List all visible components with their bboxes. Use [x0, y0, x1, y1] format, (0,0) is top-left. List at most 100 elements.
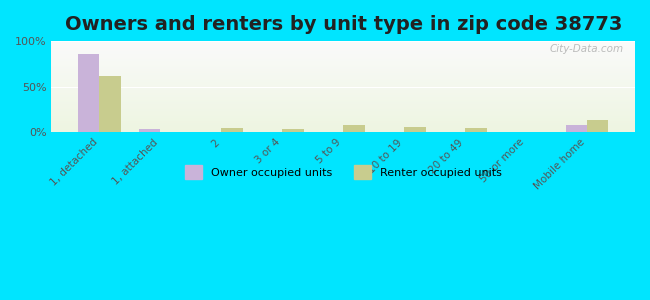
- Bar: [51, 128, 635, 129]
- Bar: [51, 47, 635, 48]
- Bar: [51, 67, 635, 68]
- Bar: [51, 88, 635, 89]
- Bar: [51, 83, 635, 84]
- Bar: [51, 101, 635, 102]
- Bar: [51, 87, 635, 88]
- Bar: [51, 116, 635, 117]
- Bar: [51, 85, 635, 86]
- Bar: [221, 128, 242, 132]
- Bar: [51, 68, 635, 69]
- Bar: [51, 57, 635, 58]
- Bar: [139, 129, 161, 132]
- Bar: [51, 48, 635, 49]
- Bar: [51, 70, 635, 71]
- Bar: [587, 120, 608, 132]
- Bar: [51, 65, 635, 66]
- Bar: [51, 64, 635, 65]
- Bar: [51, 106, 635, 107]
- Bar: [51, 41, 635, 42]
- Bar: [51, 49, 635, 50]
- Title: Owners and renters by unit type in zip code 38773: Owners and renters by unit type in zip c…: [64, 15, 622, 34]
- Bar: [51, 97, 635, 98]
- Bar: [51, 98, 635, 99]
- Bar: [51, 124, 635, 125]
- Bar: [51, 122, 635, 123]
- Bar: [51, 45, 635, 46]
- Bar: [51, 43, 635, 44]
- Bar: [51, 121, 635, 122]
- Bar: [51, 92, 635, 93]
- Bar: [51, 46, 635, 47]
- Bar: [51, 113, 635, 114]
- Bar: [51, 114, 635, 115]
- Bar: [51, 117, 635, 118]
- Bar: [51, 63, 635, 64]
- Bar: [51, 99, 635, 100]
- Bar: [51, 103, 635, 104]
- Bar: [51, 126, 635, 127]
- Bar: [99, 76, 121, 132]
- Bar: [51, 130, 635, 131]
- Bar: [51, 120, 635, 121]
- Bar: [51, 42, 635, 43]
- Bar: [51, 44, 635, 45]
- Bar: [51, 96, 635, 97]
- Bar: [51, 75, 635, 76]
- Bar: [404, 127, 426, 132]
- Bar: [51, 100, 635, 101]
- Bar: [51, 55, 635, 56]
- Bar: [51, 79, 635, 80]
- Bar: [51, 60, 635, 61]
- Bar: [51, 104, 635, 105]
- Bar: [51, 111, 635, 112]
- Bar: [51, 76, 635, 77]
- Bar: [465, 128, 487, 132]
- Bar: [51, 123, 635, 124]
- Bar: [51, 54, 635, 55]
- Bar: [51, 82, 635, 83]
- Bar: [51, 89, 635, 90]
- Bar: [51, 71, 635, 72]
- Bar: [51, 118, 635, 119]
- Bar: [51, 112, 635, 113]
- Bar: [51, 61, 635, 62]
- Bar: [51, 74, 635, 75]
- Bar: [51, 119, 635, 120]
- Bar: [51, 109, 635, 110]
- Bar: [343, 125, 365, 132]
- Bar: [51, 59, 635, 60]
- Bar: [51, 72, 635, 73]
- Bar: [51, 95, 635, 96]
- Bar: [51, 52, 635, 53]
- Bar: [51, 127, 635, 128]
- Bar: [51, 94, 635, 95]
- Bar: [51, 80, 635, 81]
- Bar: [51, 51, 635, 52]
- Bar: [51, 91, 635, 92]
- Bar: [51, 100, 635, 101]
- Bar: [51, 108, 635, 109]
- Text: City-Data.com: City-Data.com: [549, 44, 623, 54]
- Bar: [566, 125, 587, 132]
- Bar: [51, 62, 635, 63]
- Bar: [51, 129, 635, 130]
- Bar: [51, 110, 635, 111]
- Bar: [51, 73, 635, 74]
- Bar: [51, 102, 635, 103]
- Bar: [51, 66, 635, 67]
- Bar: [78, 54, 99, 132]
- Bar: [51, 125, 635, 126]
- Bar: [51, 50, 635, 51]
- Bar: [51, 81, 635, 82]
- Bar: [51, 86, 635, 87]
- Bar: [51, 56, 635, 57]
- Bar: [51, 93, 635, 94]
- Bar: [51, 90, 635, 91]
- Bar: [51, 107, 635, 108]
- Bar: [51, 115, 635, 116]
- Bar: [282, 129, 304, 132]
- Bar: [51, 58, 635, 59]
- Bar: [51, 77, 635, 78]
- Bar: [51, 105, 635, 106]
- Bar: [51, 131, 635, 132]
